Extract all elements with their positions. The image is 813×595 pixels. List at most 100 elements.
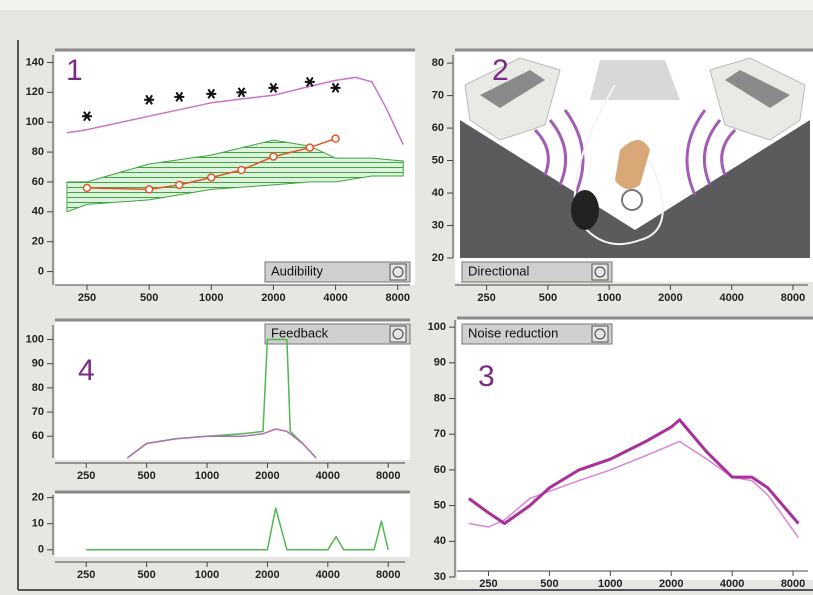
asterisk-marker [304,76,315,87]
y-tick-label: 100 [428,321,446,333]
button-label: Audibility [271,263,324,278]
button-toggle[interactable] [591,325,609,343]
panel-number: 2 [492,54,509,87]
series-point [269,152,278,161]
button-label: Feedback [271,325,329,340]
series-point [207,173,216,182]
button-body [264,261,411,283]
asterisk-marker [174,91,185,102]
x-tick-label: 4000 [316,470,340,482]
x-tick-label: 4000 [323,292,347,304]
x-tick-label: 1000 [195,569,219,581]
panel-number: 3 [478,360,495,393]
x-tick-label: 2000 [261,292,285,304]
x-tick-label: 8000 [376,470,400,482]
series-point [82,183,92,193]
button-body [461,323,613,345]
asterisk-marker [330,82,341,93]
y-tick-label: 140 [26,56,44,68]
asterisk-marker [236,87,247,98]
y-tick-label: 40 [434,535,446,547]
y-tick-label: 120 [26,86,44,98]
panel-button[interactable]: Directional [461,261,613,283]
y-tick-label: 80 [434,392,446,404]
y-tick-label: 80 [432,57,444,69]
series-point [237,165,246,175]
y-tick-label: 90 [32,358,44,370]
series-line [86,137,336,191]
series-point [175,180,184,190]
y-tick-label: 0 [38,265,44,277]
y-tick-label: 100 [26,333,44,345]
y-tick-label: 90 [434,357,446,369]
y-tick-label: 50 [432,154,444,166]
x-tick-label: 1000 [597,292,621,304]
y-tick-label: 60 [32,176,44,188]
y-tick-label: 30 [432,219,444,231]
series-line [86,507,389,551]
x-tick-label: 8000 [376,569,400,581]
panel-button[interactable]: Noise reduction [461,323,613,345]
series-point [144,185,154,194]
panel-button[interactable]: Audibility [264,261,411,283]
y-tick-label: 30 [434,571,446,583]
button-toggle[interactable] [389,325,407,343]
range-band [66,139,404,213]
y-tick-label: 40 [32,206,44,218]
y-tick-label: 70 [432,90,444,102]
x-tick-label: 8000 [781,578,805,590]
y-tick-label: 50 [434,500,446,512]
toggle-icon [594,328,606,340]
x-tick-label: 2000 [255,569,279,581]
y-tick-label: 80 [32,382,44,394]
x-tick-label: 8000 [781,292,805,304]
x-tick-label: 8000 [385,292,409,304]
toggle-icon [594,266,606,278]
y-tick-label: 100 [26,116,44,128]
button-toggle[interactable] [591,263,609,281]
y-tick-label: 60 [434,464,446,476]
panel-button[interactable]: Feedback [264,323,411,345]
button-toggle[interactable] [389,263,407,281]
series-line [66,76,404,145]
x-tick-label: 250 [77,569,95,581]
x-tick-label: 500 [539,292,557,304]
y-tick-label: 20 [432,252,444,264]
x-tick-label: 250 [479,578,497,590]
panel-number: 1 [66,54,83,87]
y-tick-label: 60 [432,122,444,134]
y-tick-label: 20 [32,492,44,504]
asterisk-marker [81,111,92,122]
toggle-icon [392,266,404,278]
panel [55,492,410,557]
x-tick-label: 250 [78,292,96,304]
y-tick-label: 70 [434,428,446,440]
y-tick-label: 80 [32,146,44,158]
series-line [468,440,800,539]
y-tick-label: 20 [32,236,44,248]
y-tick-label: 70 [32,406,44,418]
panel-number: 4 [78,354,95,387]
series-point [331,134,340,143]
x-tick-label: 1000 [199,292,223,304]
x-tick-label: 4000 [316,569,340,581]
series-line [126,428,317,459]
button-body [264,323,411,345]
x-tick-label: 4000 [719,292,743,304]
toggle-icon [392,328,404,340]
y-tick-label: 0 [38,544,44,556]
asterisk-marker [268,82,279,93]
x-tick-label: 500 [540,578,558,590]
x-tick-label: 250 [77,470,95,482]
top-strip [0,0,813,10]
asterisk-marker [206,88,217,99]
panel [457,318,813,580]
x-tick-label: 2000 [255,470,279,482]
asterisk-marker [144,94,155,105]
x-tick-label: 250 [477,292,495,304]
directional-photo [460,55,810,258]
x-tick-label: 2000 [658,292,682,304]
series-point [305,143,315,152]
